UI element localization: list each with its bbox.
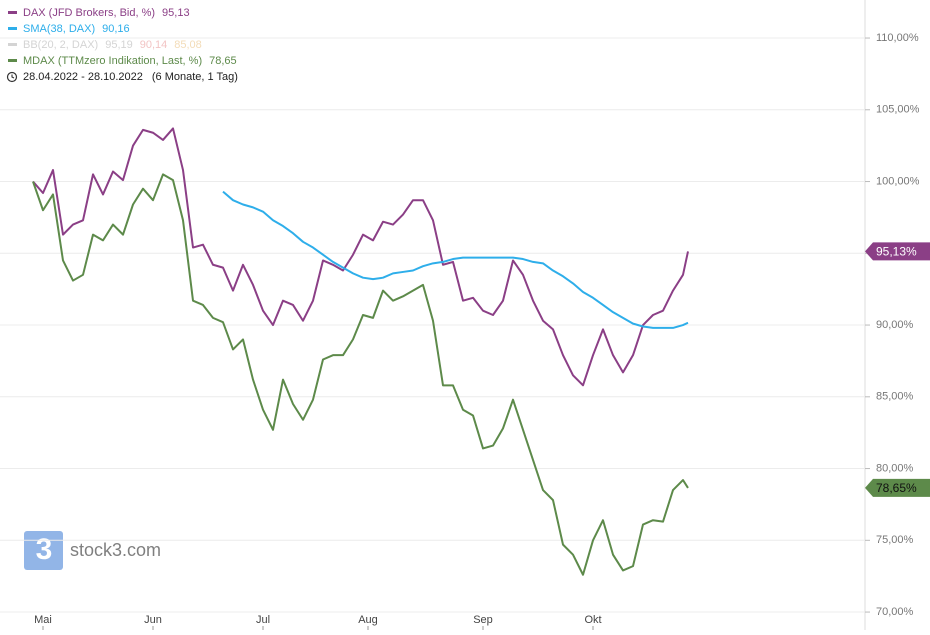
series-line: [32, 127, 689, 387]
legend-swatch: [8, 11, 17, 14]
legend-swatch: [8, 27, 17, 30]
series-line: [32, 173, 689, 576]
watermark: 3 stock3.com: [24, 531, 161, 570]
y-tick-label: 90,00%: [876, 319, 914, 331]
legend-swatch: [8, 59, 17, 62]
value-badge-label: 78,65%: [876, 481, 917, 495]
date-range-text: 28.04.2022 - 28.10.2022: [23, 71, 143, 83]
legend-label: DAX (JFD Brokers, Bid, %) 95,13: [23, 7, 190, 19]
legend-value: 95,19: [105, 39, 133, 51]
legend-swatch: [8, 43, 17, 46]
legend-value: 90,14: [140, 39, 168, 51]
series-line: [222, 190, 689, 329]
x-tick-label: Sep: [473, 614, 493, 626]
x-tick-label: Okt: [584, 614, 601, 626]
value-badge: [865, 242, 930, 261]
legend-label: SMA(38, DAX) 90,16: [23, 23, 130, 35]
y-tick-label: 75,00%: [876, 534, 914, 546]
legend-label: BB(20, 2, DAX) 95,19 90,14 85,08: [23, 39, 202, 51]
clock-icon: [6, 71, 18, 83]
y-tick-label: 80,00%: [876, 462, 914, 474]
legend-value: 78,65: [209, 55, 237, 67]
x-tick-label: Aug: [358, 614, 378, 626]
y-tick-label: 100,00%: [876, 175, 920, 187]
x-tick-label: Jul: [256, 614, 270, 626]
period-text: (6 Monate, 1 Tag): [152, 71, 238, 83]
legend: DAX (JFD Brokers, Bid, %) 95,13 SMA(38, DA…: [6, 7, 238, 83]
legend-value: 95,13: [162, 7, 190, 19]
legend-name: MDAX (TTMzero Indikation, Last, %): [23, 55, 202, 67]
legend-value: 90,16: [102, 23, 130, 35]
date-range: 28.04.2022 - 28.10.2022 (6 Monate, 1 Tag): [23, 71, 238, 83]
legend-name: BB(20, 2, DAX): [23, 39, 98, 51]
x-tick-label: Jun: [144, 614, 162, 626]
legend-value: 85,08: [174, 39, 202, 51]
legend-name: SMA(38, DAX): [23, 23, 95, 35]
legend-label: MDAX (TTMzero Indikation, Last, %) 78,65: [23, 55, 237, 67]
y-tick-label: 110,00%: [876, 32, 919, 44]
value-badge: [865, 478, 930, 497]
clock-hands: [11, 74, 15, 79]
value-badge-label: 95,13%: [876, 245, 917, 259]
y-tick-label: 70,00%: [876, 606, 914, 618]
y-tick-label: 85,00%: [876, 391, 914, 403]
watermark-text: stock3.com: [70, 540, 161, 560]
x-tick-label: Mai: [34, 614, 52, 626]
watermark-digit: 3: [36, 533, 53, 566]
legend-name: DAX (JFD Brokers, Bid, %): [23, 7, 155, 19]
y-tick-label: 105,00%: [876, 104, 920, 116]
